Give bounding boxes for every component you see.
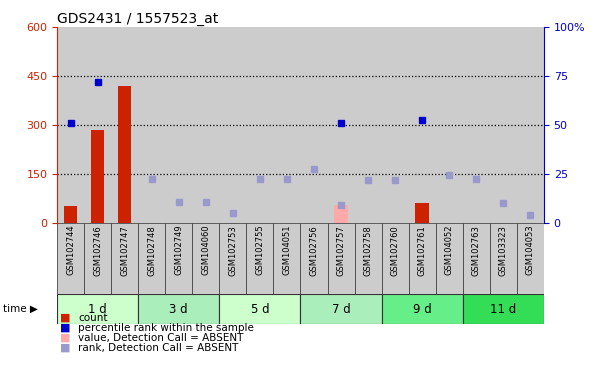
Bar [300,27,328,223]
FancyBboxPatch shape [300,223,328,294]
Bar [64,207,78,223]
Text: ■: ■ [60,323,70,333]
Text: GSM102746: GSM102746 [93,225,102,276]
Bar [246,27,273,223]
Text: GSM104060: GSM104060 [201,225,210,275]
FancyBboxPatch shape [436,223,463,294]
Text: GSM102756: GSM102756 [310,225,319,276]
FancyBboxPatch shape [382,294,463,324]
Text: GSM102761: GSM102761 [418,225,427,276]
Bar [415,203,429,223]
FancyBboxPatch shape [165,223,192,294]
FancyBboxPatch shape [328,223,355,294]
Text: ■: ■ [60,333,70,343]
Text: ■: ■ [60,313,70,323]
Text: GSM104052: GSM104052 [445,225,454,275]
FancyBboxPatch shape [382,223,409,294]
Text: count: count [78,313,108,323]
FancyBboxPatch shape [192,223,219,294]
Text: 5 d: 5 d [251,303,269,316]
Text: 3 d: 3 d [169,303,188,316]
Text: ■: ■ [60,343,70,353]
FancyBboxPatch shape [57,223,84,294]
FancyBboxPatch shape [57,294,138,324]
Bar [138,27,165,223]
Bar [192,27,219,223]
Text: 11 d: 11 d [490,303,516,316]
Bar [111,27,138,223]
Text: value, Detection Call = ABSENT: value, Detection Call = ABSENT [78,333,243,343]
Text: GSM102748: GSM102748 [147,225,156,276]
Bar [84,27,111,223]
FancyBboxPatch shape [138,294,219,324]
FancyBboxPatch shape [355,223,382,294]
Bar [328,27,355,223]
FancyBboxPatch shape [463,223,490,294]
Bar [355,27,382,223]
Text: GSM103323: GSM103323 [499,225,508,276]
Bar [436,27,463,223]
Text: GSM102757: GSM102757 [337,225,346,276]
Text: GDS2431 / 1557523_at: GDS2431 / 1557523_at [57,12,218,26]
FancyBboxPatch shape [490,223,517,294]
Text: 7 d: 7 d [332,303,350,316]
Text: GSM102758: GSM102758 [364,225,373,276]
Bar [219,27,246,223]
FancyBboxPatch shape [111,223,138,294]
Bar [118,86,132,223]
FancyBboxPatch shape [463,294,544,324]
Text: GSM102763: GSM102763 [472,225,481,276]
FancyBboxPatch shape [246,223,273,294]
Text: percentile rank within the sample: percentile rank within the sample [78,323,254,333]
Text: GSM102747: GSM102747 [120,225,129,276]
Bar [382,27,409,223]
Bar [334,205,348,223]
Text: 9 d: 9 d [413,303,432,316]
Text: GSM102755: GSM102755 [255,225,264,275]
FancyBboxPatch shape [219,223,246,294]
FancyBboxPatch shape [409,223,436,294]
Bar [463,27,490,223]
Text: GSM104051: GSM104051 [282,225,291,275]
Bar [409,27,436,223]
Text: GSM102744: GSM102744 [66,225,75,275]
Bar [273,27,300,223]
Text: 1 d: 1 d [88,303,107,316]
FancyBboxPatch shape [219,294,300,324]
Text: GSM102753: GSM102753 [228,225,237,276]
FancyBboxPatch shape [138,223,165,294]
FancyBboxPatch shape [300,294,382,324]
Bar [57,27,84,223]
Text: GSM104053: GSM104053 [526,225,535,275]
Bar [490,27,517,223]
Bar [517,27,544,223]
FancyBboxPatch shape [273,223,300,294]
Bar [165,27,192,223]
FancyBboxPatch shape [84,223,111,294]
FancyBboxPatch shape [517,223,544,294]
Text: GSM102760: GSM102760 [391,225,400,276]
Text: GSM102749: GSM102749 [174,225,183,275]
Text: rank, Detection Call = ABSENT: rank, Detection Call = ABSENT [78,343,239,353]
Bar [91,130,105,223]
Text: time ▶: time ▶ [3,304,38,314]
